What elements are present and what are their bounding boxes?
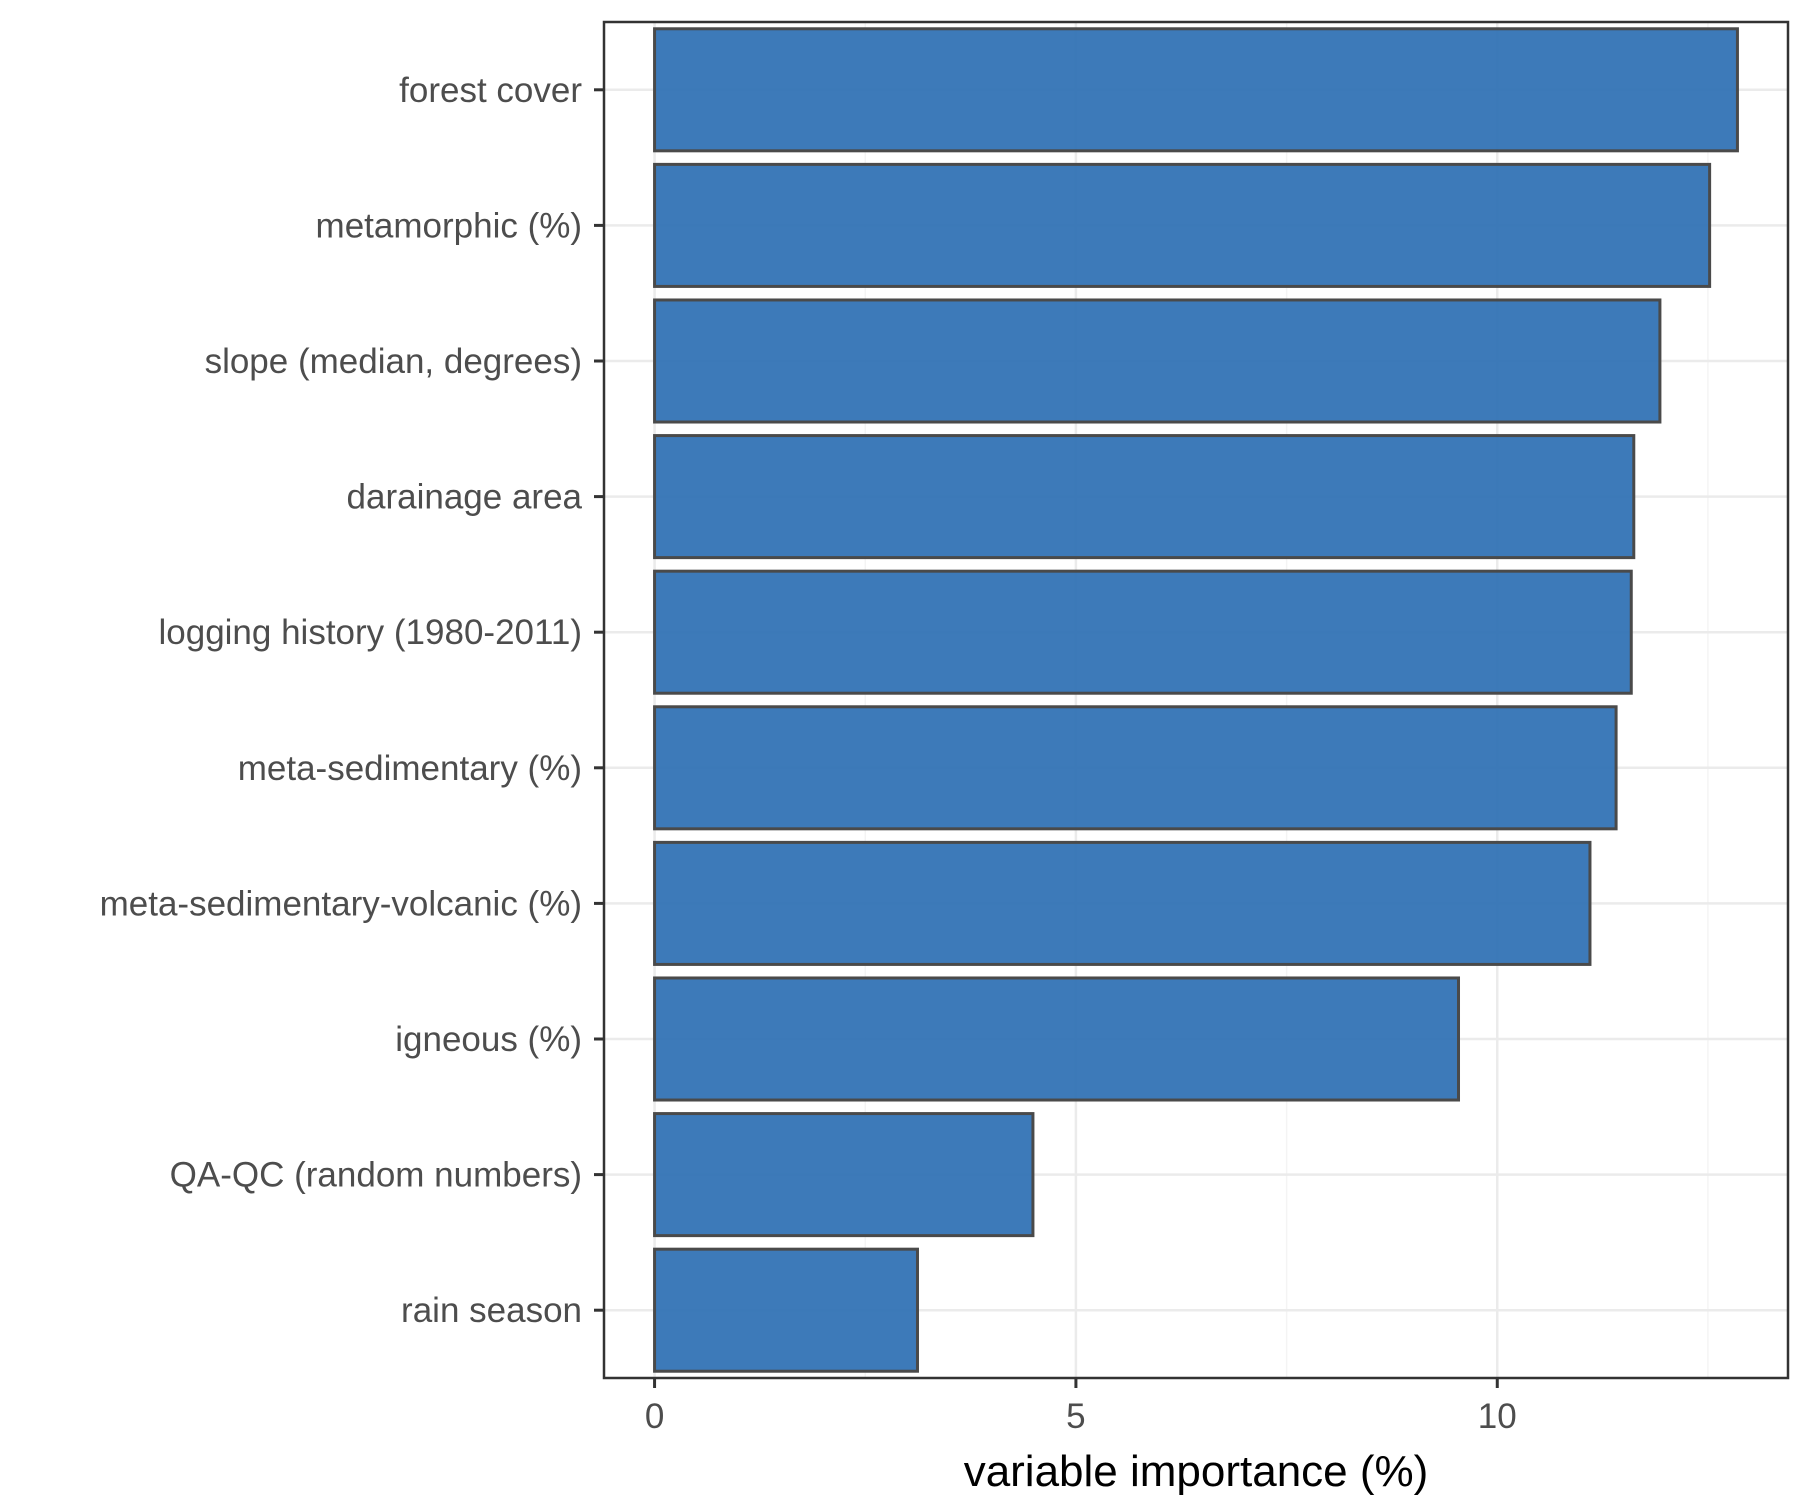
- y-axis-category-label: rain season: [401, 1291, 582, 1330]
- x-axis-tick-label: 10: [1478, 1397, 1517, 1436]
- x-axis-tick-label: 5: [1066, 1397, 1085, 1436]
- x-axis-title: variable importance (%): [964, 1447, 1429, 1496]
- bars: [653, 27, 1739, 1373]
- bar: [653, 840, 1592, 966]
- bar: [653, 1247, 919, 1373]
- bar: [653, 27, 1739, 153]
- y-axis-category-label: logging history (1980-2011): [158, 613, 582, 652]
- y-axis-category-label: metamorphic (%): [316, 206, 582, 245]
- x-axis-tick-label: 0: [645, 1397, 664, 1436]
- y-axis-category-label: darainage area: [347, 478, 583, 517]
- bar: [653, 162, 1712, 288]
- y-axis-category-label: meta-sedimentary-volcanic (%): [100, 884, 582, 923]
- bar: [653, 705, 1618, 831]
- y-axis-category-label: slope (median, degrees): [205, 342, 582, 381]
- bar: [653, 298, 1662, 424]
- y-axis-category-label: meta-sedimentary (%): [238, 749, 582, 788]
- bar: [653, 976, 1461, 1102]
- y-axis-category-label: forest cover: [399, 71, 582, 110]
- bar: [653, 434, 1636, 560]
- panel-border: [602, 20, 1790, 1380]
- x-axis: 0 5 10: [645, 1378, 1517, 1436]
- y-axis-category-label: QA-QC (random numbers): [170, 1156, 582, 1195]
- y-axis: forest cover metamorphic (%) slope (median…: [100, 71, 604, 1330]
- bar: [653, 569, 1633, 695]
- bar: [653, 1112, 1035, 1238]
- y-axis-category-label: igneous (%): [395, 1020, 582, 1059]
